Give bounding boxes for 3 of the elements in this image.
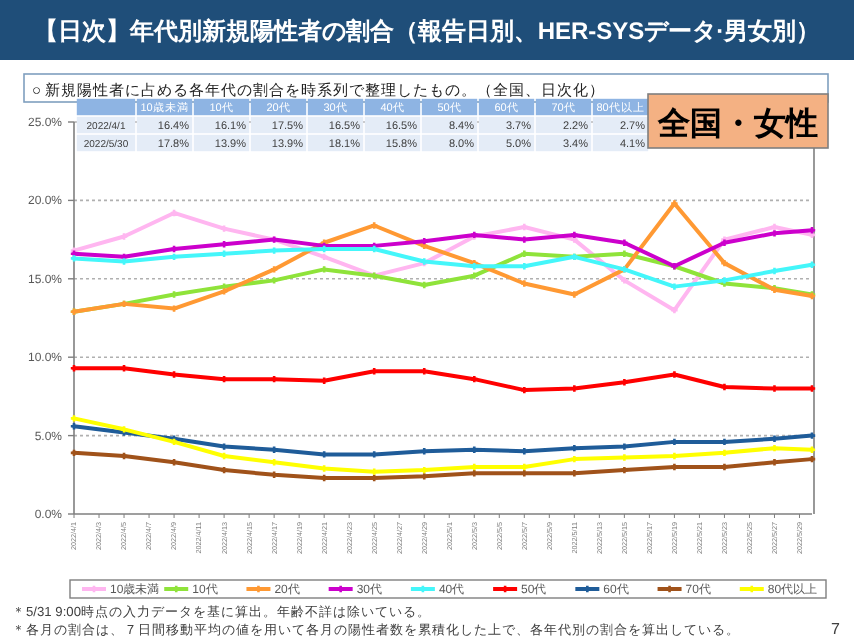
text: 7	[831, 620, 842, 638]
annotation: 全国・女性	[656, 106, 818, 142]
chart-title: 【日次】年代別新規陽性者の割合（報告日別、HER-SYSデータ·男女別）	[33, 17, 821, 45]
